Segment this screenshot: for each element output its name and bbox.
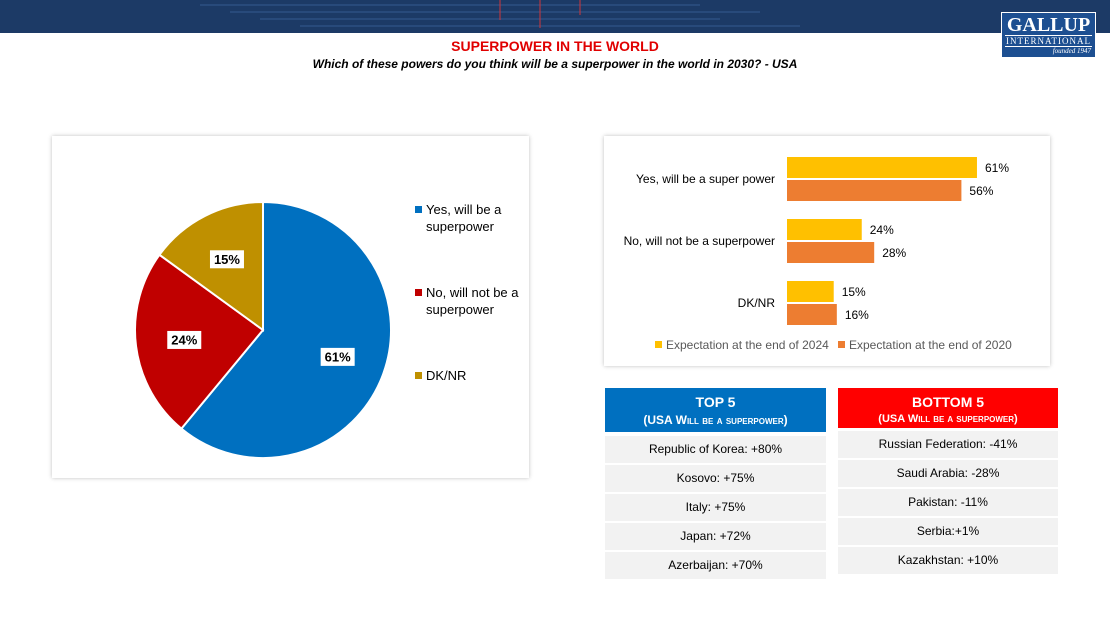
table-row: Kosovo: +75% xyxy=(605,465,826,492)
legend-label: No, will not be a superpower xyxy=(426,285,519,317)
category-label: No, will not be a superpower xyxy=(624,234,775,248)
logo: GALLUP INTERNATIONAL founded 1947 xyxy=(1001,12,1096,58)
table-row: Azerbaijan: +70% xyxy=(605,552,826,579)
bar xyxy=(787,304,837,325)
slice-label: 24% xyxy=(171,332,197,347)
category-label: DK/NR xyxy=(738,296,776,310)
top5-subtitle: (USA Will be a superpower) xyxy=(643,413,788,427)
table-row: Serbia:+1% xyxy=(838,518,1058,545)
label-box xyxy=(320,347,355,366)
top5-header: TOP 5 (USA Will be a superpower) xyxy=(605,388,826,432)
top5-title: TOP 5 xyxy=(695,394,736,410)
table-row: Kazakhstan: +10% xyxy=(838,547,1058,574)
bottom5-header: BOTTOM 5 (USA Will be a superpower) xyxy=(838,388,1058,428)
bar xyxy=(787,242,875,263)
table-row: Italy: +75% xyxy=(605,494,826,521)
value-label: 56% xyxy=(969,184,993,198)
bottom5-subtitle: (USA Will be a superpower) xyxy=(878,413,1018,425)
page-title: SUPERPOWER IN THE WORLD xyxy=(451,38,659,54)
value-label: 15% xyxy=(842,285,866,299)
category-label: Yes, will be a super power xyxy=(636,172,775,186)
label-box xyxy=(209,250,244,269)
pie-slice xyxy=(180,200,392,459)
table-row: Saudi Arabia: -28% xyxy=(838,460,1058,487)
logo-sub: INTERNATIONAL xyxy=(1005,35,1092,47)
legend-swatch xyxy=(415,372,422,379)
value-label: 61% xyxy=(985,161,1009,175)
label-box xyxy=(167,330,202,349)
slice-label: 15% xyxy=(214,252,240,267)
legend-label: Expectation at the end of 2020 xyxy=(849,338,1012,352)
value-label: 24% xyxy=(870,223,894,237)
banner xyxy=(0,0,1110,33)
bar-chart: Yes, will be a super power 61% 56% No, will… xyxy=(624,157,1012,352)
table-row: Pakistan: -11% xyxy=(838,489,1058,516)
bar xyxy=(787,281,834,302)
legend-swatch xyxy=(415,206,422,213)
slice-label: 61% xyxy=(325,349,351,364)
table-row: Republic of Korea: +80% xyxy=(605,436,826,463)
legend-label: Yes, will be a superpower xyxy=(426,202,502,234)
legend-label: DK/NR xyxy=(426,368,467,383)
pie-chart: 61% 24% 15% xyxy=(134,200,392,459)
table-row: Russian Federation: -41% xyxy=(838,431,1058,458)
value-label: 28% xyxy=(882,246,906,260)
bottom5-title: BOTTOM 5 xyxy=(911,394,985,410)
bar xyxy=(787,180,962,201)
table-row: Japan: +72% xyxy=(605,523,826,550)
bar xyxy=(787,219,862,240)
legend-swatch xyxy=(838,341,845,348)
legend-swatch xyxy=(655,341,662,348)
bar xyxy=(787,157,977,178)
logo-name: GALLUP xyxy=(1006,14,1091,36)
legend-swatch xyxy=(415,289,422,296)
page-subtitle: Which of these powers do you think will … xyxy=(312,57,798,71)
value-label: 16% xyxy=(845,308,869,322)
logo-founded: founded 1947 xyxy=(1052,47,1091,55)
legend-label: Expectation at the end of 2024 xyxy=(666,338,829,352)
